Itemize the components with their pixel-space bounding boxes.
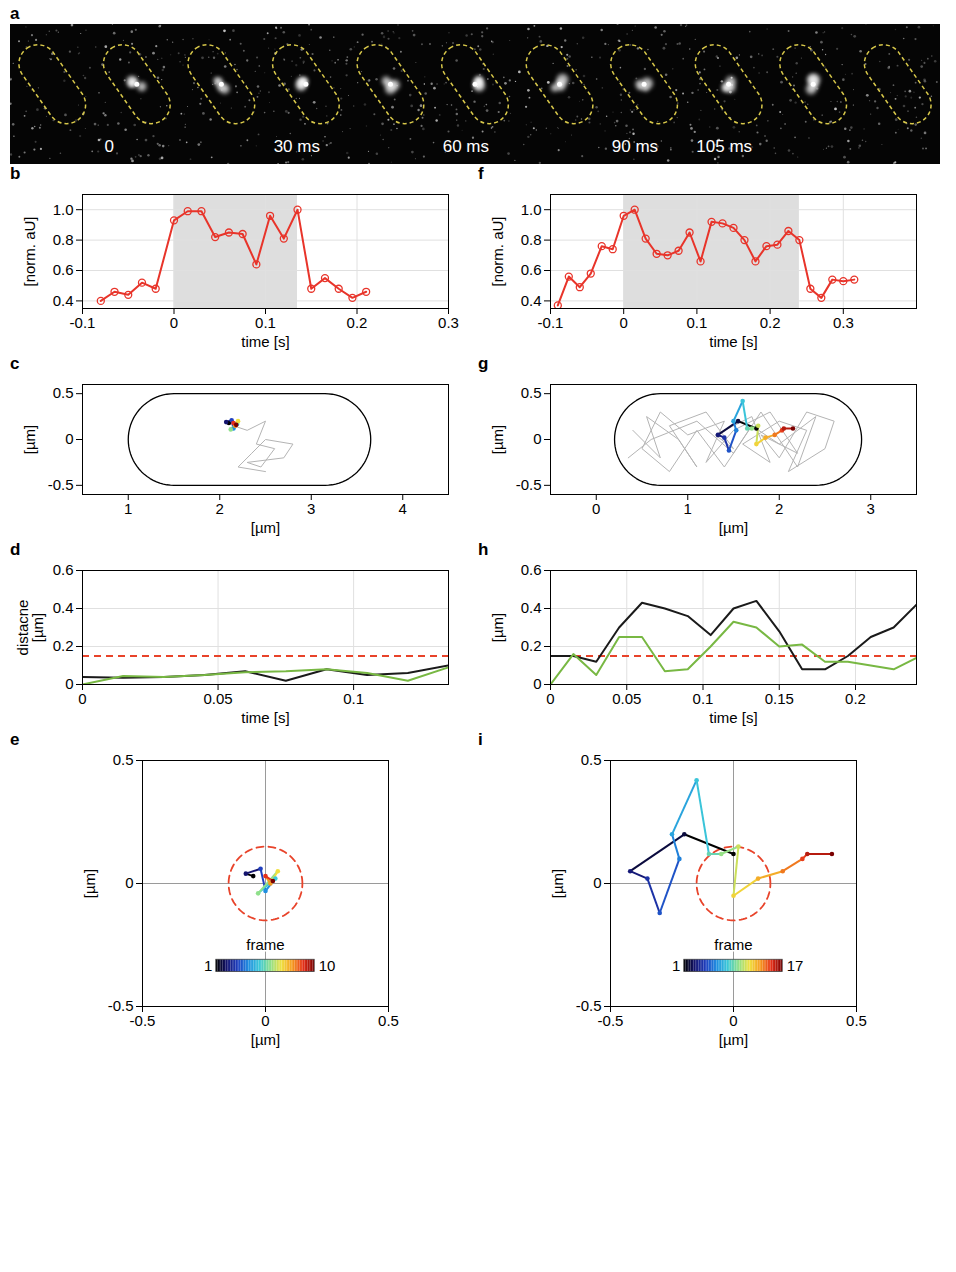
- svg-text:0.5: 0.5: [53, 384, 74, 401]
- svg-text:[norm. aU]: [norm. aU]: [21, 216, 38, 286]
- svg-text:90 ms: 90 ms: [612, 137, 658, 156]
- svg-text:0.8: 0.8: [53, 231, 74, 248]
- svg-text:distacne[µm]: distacne[µm]: [14, 600, 46, 656]
- html-text:b: b: [10, 164, 21, 183]
- svg-text:0.5: 0.5: [521, 384, 542, 401]
- svg-text:0.5: 0.5: [378, 1012, 399, 1029]
- svg-text:0: 0: [65, 675, 73, 692]
- svg-text:[µm]: [µm]: [719, 519, 748, 536]
- svg-text:3: 3: [867, 500, 875, 517]
- svg-text:0: 0: [65, 430, 73, 447]
- svg-text:4: 4: [399, 500, 407, 517]
- svg-text:0.2: 0.2: [760, 314, 781, 331]
- svg-text:frame: frame: [246, 936, 284, 953]
- svg-text:0.4: 0.4: [521, 599, 542, 616]
- svg-text:60 ms: 60 ms: [443, 137, 489, 156]
- svg-text:0: 0: [170, 314, 178, 331]
- svg-text:[µm]: [µm]: [81, 869, 98, 898]
- svg-text:-0.5: -0.5: [130, 1012, 156, 1029]
- svg-text:2: 2: [775, 500, 783, 517]
- svg-text:1.0: 1.0: [53, 201, 74, 218]
- svg-text:[µm]: [µm]: [549, 869, 566, 898]
- svg-text:-0.1: -0.1: [538, 314, 564, 331]
- svg-text:0.6: 0.6: [53, 261, 74, 278]
- svg-text:0.5: 0.5: [581, 751, 602, 768]
- svg-text:-0.5: -0.5: [598, 1012, 624, 1029]
- svg-text:1.0: 1.0: [521, 201, 542, 218]
- svg-text:[µm]: [µm]: [21, 425, 38, 454]
- svg-text:frame: frame: [714, 936, 752, 953]
- html-text:i: i: [478, 730, 483, 749]
- svg-text:-0.5: -0.5: [48, 476, 74, 493]
- svg-text:30 ms: 30 ms: [274, 137, 320, 156]
- svg-text:0.1: 0.1: [255, 314, 276, 331]
- svg-text:0.6: 0.6: [521, 261, 542, 278]
- svg-text:0.05: 0.05: [612, 690, 641, 707]
- svg-text:0.05: 0.05: [203, 690, 232, 707]
- svg-text:-0.5: -0.5: [575, 997, 602, 1015]
- svg-text:0.6: 0.6: [53, 561, 74, 578]
- html-text:c: c: [10, 354, 20, 373]
- svg-text:0.2: 0.2: [845, 690, 866, 707]
- svg-text:0: 0: [261, 1012, 269, 1029]
- svg-text:0: 0: [593, 874, 601, 891]
- svg-text:0.6: 0.6: [521, 561, 542, 578]
- svg-text:0: 0: [105, 137, 114, 156]
- svg-text:[µm]: [µm]: [719, 1031, 748, 1048]
- svg-text:10: 10: [319, 957, 336, 974]
- svg-text:0.4: 0.4: [521, 292, 542, 309]
- svg-text:105 ms: 105 ms: [696, 137, 752, 156]
- svg-text:0.2: 0.2: [347, 314, 368, 331]
- svg-text:0.5: 0.5: [846, 1012, 867, 1029]
- svg-text:0: 0: [125, 874, 133, 891]
- svg-text:17: 17: [787, 957, 804, 974]
- svg-text:0: 0: [592, 500, 600, 517]
- html-text:e: e: [10, 730, 20, 749]
- svg-text:2: 2: [216, 500, 224, 517]
- svg-text:0.3: 0.3: [833, 314, 854, 331]
- svg-text:[µm]: [µm]: [489, 425, 506, 454]
- html-text:g: g: [478, 354, 489, 373]
- svg-text:time [s]: time [s]: [241, 709, 289, 726]
- svg-text:0: 0: [533, 430, 541, 447]
- svg-text:-0.5: -0.5: [516, 476, 542, 493]
- svg-text:1: 1: [124, 500, 132, 517]
- html-text:h: h: [478, 540, 489, 559]
- svg-text:0.3: 0.3: [438, 314, 459, 331]
- svg-text:0: 0: [729, 1012, 737, 1029]
- svg-text:-0.1: -0.1: [70, 314, 96, 331]
- svg-text:0.2: 0.2: [53, 637, 74, 654]
- svg-text:0.15: 0.15: [765, 690, 794, 707]
- svg-text:1: 1: [684, 500, 692, 517]
- svg-text:1: 1: [672, 957, 680, 974]
- svg-text:[norm. aU]: [norm. aU]: [489, 216, 506, 286]
- svg-text:0.1: 0.1: [343, 690, 364, 707]
- svg-text:time [s]: time [s]: [709, 709, 757, 726]
- svg-text:time [s]: time [s]: [709, 333, 757, 350]
- svg-text:0.2: 0.2: [521, 637, 542, 654]
- svg-text:0.4: 0.4: [53, 599, 74, 616]
- svg-text:0: 0: [533, 675, 541, 692]
- svg-text:1: 1: [204, 957, 212, 974]
- svg-text:0.1: 0.1: [686, 314, 707, 331]
- svg-text:0: 0: [546, 690, 554, 707]
- html-text:d: d: [10, 540, 21, 559]
- svg-text:3: 3: [307, 500, 315, 517]
- svg-text:[µm]: [µm]: [489, 613, 506, 642]
- svg-text:0: 0: [620, 314, 628, 331]
- html-text:a: a: [10, 4, 20, 23]
- svg-text:0.4: 0.4: [53, 292, 74, 309]
- svg-text:0.1: 0.1: [693, 690, 714, 707]
- svg-text:time [s]: time [s]: [241, 333, 289, 350]
- svg-text:0.5: 0.5: [113, 751, 134, 768]
- svg-text:-0.5: -0.5: [107, 997, 134, 1015]
- svg-text:[µm]: [µm]: [251, 519, 280, 536]
- svg-text:[µm]: [µm]: [251, 1031, 280, 1048]
- svg-text:0.8: 0.8: [521, 231, 542, 248]
- svg-text:0: 0: [78, 690, 86, 707]
- html-text:f: f: [478, 164, 484, 183]
